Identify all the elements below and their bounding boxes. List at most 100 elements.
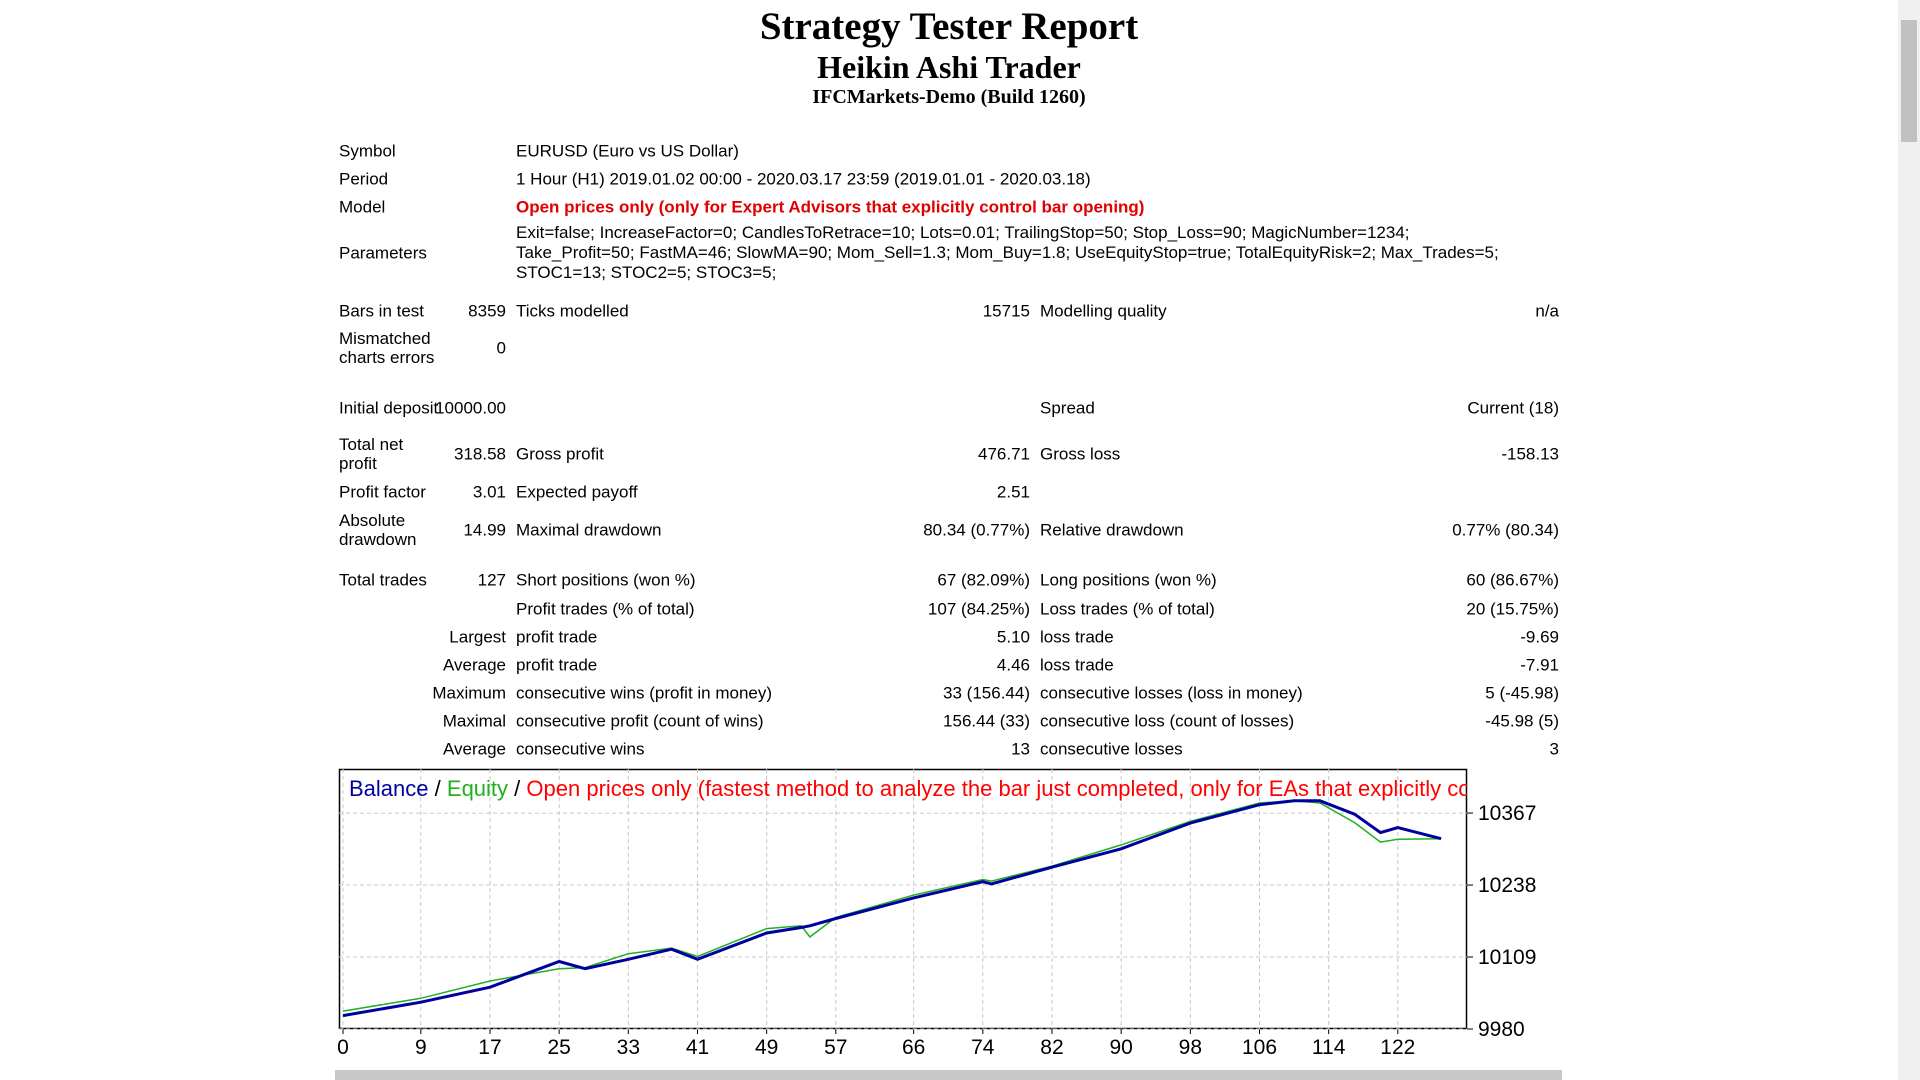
stat-label: profit trade [516,627,598,647]
stat-label: consecutive wins (profit in money) [516,683,773,703]
stat-value: 15715 [982,301,1030,321]
server-name: IFCMarkets-Demo (Build 1260) [812,86,1086,108]
x-tick-label: 49 [755,1036,778,1059]
scrollbar[interactable] [1898,0,1920,1080]
chart-frame [338,768,1468,1030]
y-tick-label: 10109 [1478,946,1536,969]
x-tick-label: 33 [617,1036,640,1059]
stat-value: -45.98 (5) [1485,711,1559,731]
stat-label: consecutive losses [1040,739,1183,759]
y-tick-label: 10367 [1478,802,1536,825]
stat-value: 5 (-45.98) [1485,683,1559,703]
stat-value: 13 [1011,739,1030,759]
stat-value: -9.69 [1520,627,1559,647]
stat-label: profit trade [516,655,598,675]
balance-line [342,799,1442,1018]
stat-label: consecutive wins [516,739,645,759]
x-tick-label: 82 [1040,1036,1063,1059]
stat-value: 10000.00 [435,398,506,418]
info-value: EURUSD (Euro vs US Dollar) [516,141,739,161]
legend-separator: / [514,776,521,801]
legend-entry: Balance [349,776,429,801]
info-value: Exit=false; IncreaseFactor=0; CandlesToR… [516,223,1499,282]
stat-value: 476.71 [978,444,1030,464]
stat-value: 8359 [468,301,506,321]
stat-value: 67 (82.09%) [937,570,1030,590]
x-tick-label: 122 [1380,1036,1415,1059]
x-tick-label: 66 [902,1036,925,1059]
stat-label: loss trade [1040,655,1114,675]
scrollbar-thumb[interactable] [1901,20,1917,142]
stat-label: Short positions (won %) [516,570,696,590]
stat-value: 14.99 [463,520,506,540]
legend-entry: Equity [447,776,508,801]
stat-label: Modelling quality [1040,301,1167,321]
stat-label: Absolute drawdown [339,511,417,549]
legend: Balance / Equity / Open prices only (fas… [349,776,1532,801]
stat-label: Ticks modelled [516,301,629,321]
stat-value: n/a [1535,301,1559,321]
info-label: Period [339,169,389,189]
stat-value: Average [442,655,506,675]
x-tick-label: 106 [1242,1036,1277,1059]
stat-label: consecutive profit (count of wins) [516,711,764,731]
stat-label: Spread [1040,398,1095,418]
stat-value: 33 (156.44) [943,683,1030,703]
stat-value: 3.01 [472,482,506,502]
stat-label: consecutive losses (loss in money) [1040,683,1303,703]
stat-label: Profit factor [339,482,426,502]
stat-label: Expected payoff [516,482,638,502]
x-tick-label: 57 [824,1036,847,1059]
stat-value: 2.51 [996,482,1030,502]
stat-value: Largest [449,627,506,647]
stat-label: consecutive loss (count of losses) [1040,711,1295,731]
stat-value: 156.44 (33) [943,711,1030,731]
info-value: 1 Hour (H1) 2019.01.02 00:00 - 2020.03.1… [516,169,1091,189]
stat-label: Initial deposit [339,398,439,418]
stat-value: 20 (15.75%) [1466,599,1559,619]
stat-value: 127 [477,570,506,590]
info-value: Open prices only (only for Expert Adviso… [516,197,1145,217]
y-tick-label: 9980 [1478,1018,1525,1041]
stat-value: 318.58 [454,444,506,464]
plot-area [342,799,1442,1018]
stat-value: 4.46 [996,655,1030,675]
x-tick-label: 90 [1109,1036,1132,1059]
stat-value: -7.91 [1520,655,1559,675]
stat-label: Long positions (won %) [1040,570,1217,590]
legend-separator: / [435,776,442,801]
x-tick-label: 17 [478,1036,501,1059]
x-tick-label: 114 [1312,1036,1346,1059]
stat-value: 0.77% (80.34) [1452,520,1559,540]
stat-label: Gross profit [516,444,604,464]
info-label: Parameters [339,243,427,263]
stat-label: loss trade [1040,627,1114,647]
stat-value: Average [442,739,506,759]
x-tick-label: 98 [1179,1036,1202,1059]
stat-label: Loss trades (% of total) [1040,599,1215,619]
stat-value: -158.13 [1501,444,1559,464]
x-tick-label: 41 [686,1036,709,1059]
trades-table-header [335,1070,1562,1080]
y-tick-label: 10238 [1478,874,1536,897]
stat-label: Profit trades (% of total) [516,599,695,619]
stat-label: Maximal drawdown [516,520,662,540]
x-tick-label: 9 [415,1036,427,1059]
stat-label: Mismatched charts errors [339,329,435,367]
stat-value: 60 (86.67%) [1466,570,1559,590]
x-tick-label: 25 [547,1036,570,1059]
x-tick-label: 74 [971,1036,995,1059]
report-title: Strategy Tester Report [759,5,1139,48]
stat-value: 5.10 [996,627,1030,647]
stat-value: 0 [496,338,506,358]
legend-note: Open prices only (fastest method to anal… [526,776,1531,801]
x-tick-label: 0 [337,1036,349,1059]
stat-value: 80.34 (0.77%) [923,520,1030,540]
stat-label: Total net profit [339,435,404,473]
info-label: Symbol [339,141,396,161]
stat-value: 107 (84.25%) [927,599,1030,619]
stat-value: 3 [1549,739,1559,759]
info-label: Model [339,197,386,217]
stat-value: Current (18) [1467,398,1559,418]
